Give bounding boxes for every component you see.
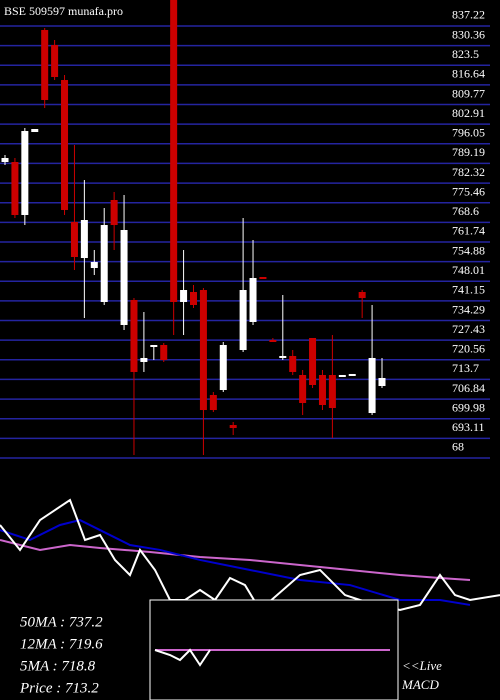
candle-body [160, 344, 168, 360]
y-tick-label: 68 [452, 440, 464, 454]
candle-body [299, 374, 307, 404]
candle-body [31, 129, 39, 133]
candle-body [249, 278, 257, 322]
candle-body [368, 357, 376, 414]
indicator-line [0, 518, 471, 606]
y-tick-label: 693.11 [452, 420, 485, 434]
candle-body [190, 292, 197, 305]
y-tick-label: 768.6 [452, 204, 479, 218]
candle-body [209, 394, 217, 411]
y-tick-label: 741.15 [452, 283, 485, 297]
candle-body [318, 374, 326, 406]
macd-title: MACD [401, 677, 439, 692]
indicator-line [0, 538, 471, 581]
y-tick-label: 775.46 [452, 184, 485, 198]
candle-body [51, 45, 59, 78]
annotations: BSE 509597 munafa.pro 50MA : 737.2 12MA : … [4, 4, 442, 697]
ma-stat: 5MA : 718.8 [20, 658, 96, 674]
y-tick-label: 830.36 [452, 27, 485, 41]
candle-body [120, 229, 128, 325]
candle-body [289, 355, 297, 372]
chart-title: BSE 509597 munafa.pro [4, 4, 123, 18]
candle-body [279, 355, 287, 358]
candle-body [70, 222, 78, 258]
y-tick-label: 734.29 [452, 302, 485, 316]
y-tick-label: 789.19 [452, 145, 485, 159]
candle-body [269, 339, 277, 342]
ma-stat: 50MA : 737.2 [20, 614, 103, 630]
price-panel: 837.22 830.36 823.5 816.64 809.77 802.91 796.0… [0, 0, 490, 459]
candle-body [61, 80, 69, 210]
candle-body [378, 377, 386, 387]
y-tick-label: 727.43 [452, 322, 485, 336]
candle-body [140, 357, 148, 362]
candle-body [11, 161, 19, 215]
candle-body [328, 374, 336, 409]
candle-body [170, 0, 178, 302]
candle-body [21, 131, 29, 215]
y-tick-label: 823.5 [452, 47, 479, 61]
candle-body [130, 299, 138, 372]
candle-body [219, 344, 227, 391]
indicator-line [154, 648, 211, 667]
live-label: <<Live [402, 658, 442, 673]
candle-body [110, 199, 118, 226]
y-tick-label: 837.22 [452, 8, 485, 22]
candle-body [150, 344, 158, 348]
candle-body [1, 157, 9, 162]
candle-body [348, 373, 356, 376]
candle-body [229, 425, 237, 429]
candle-body [180, 289, 188, 302]
candle-body [90, 262, 98, 268]
candle-body [239, 289, 247, 351]
candle-body [41, 29, 49, 100]
candle-body [100, 225, 108, 302]
y-tick-label: 713.7 [452, 361, 479, 375]
y-tick-label: 699.98 [452, 400, 485, 414]
ma-stat: Price : 713.2 [19, 680, 99, 696]
y-tick-label: 754.88 [452, 243, 485, 257]
y-tick-label: 809.77 [452, 86, 485, 100]
y-tick-label: 796.05 [452, 126, 485, 140]
y-tick-label: 802.91 [452, 106, 485, 120]
candle-body [259, 277, 267, 280]
y-tick-label: 706.84 [452, 381, 485, 395]
candle-body [338, 374, 346, 377]
y-tick-label: 720.56 [452, 342, 485, 356]
y-tick-label: 816.64 [452, 67, 485, 81]
y-tick-label: 748.01 [452, 263, 485, 277]
candle-body [309, 337, 317, 386]
candle-body [358, 292, 366, 299]
candle-body [80, 220, 88, 259]
macd-panel [154, 648, 390, 667]
y-tick-label: 782.32 [452, 165, 485, 179]
candle-body [199, 289, 207, 411]
y-tick-label: 761.74 [452, 224, 485, 238]
ma-stat: 12MA : 719.6 [20, 636, 103, 652]
